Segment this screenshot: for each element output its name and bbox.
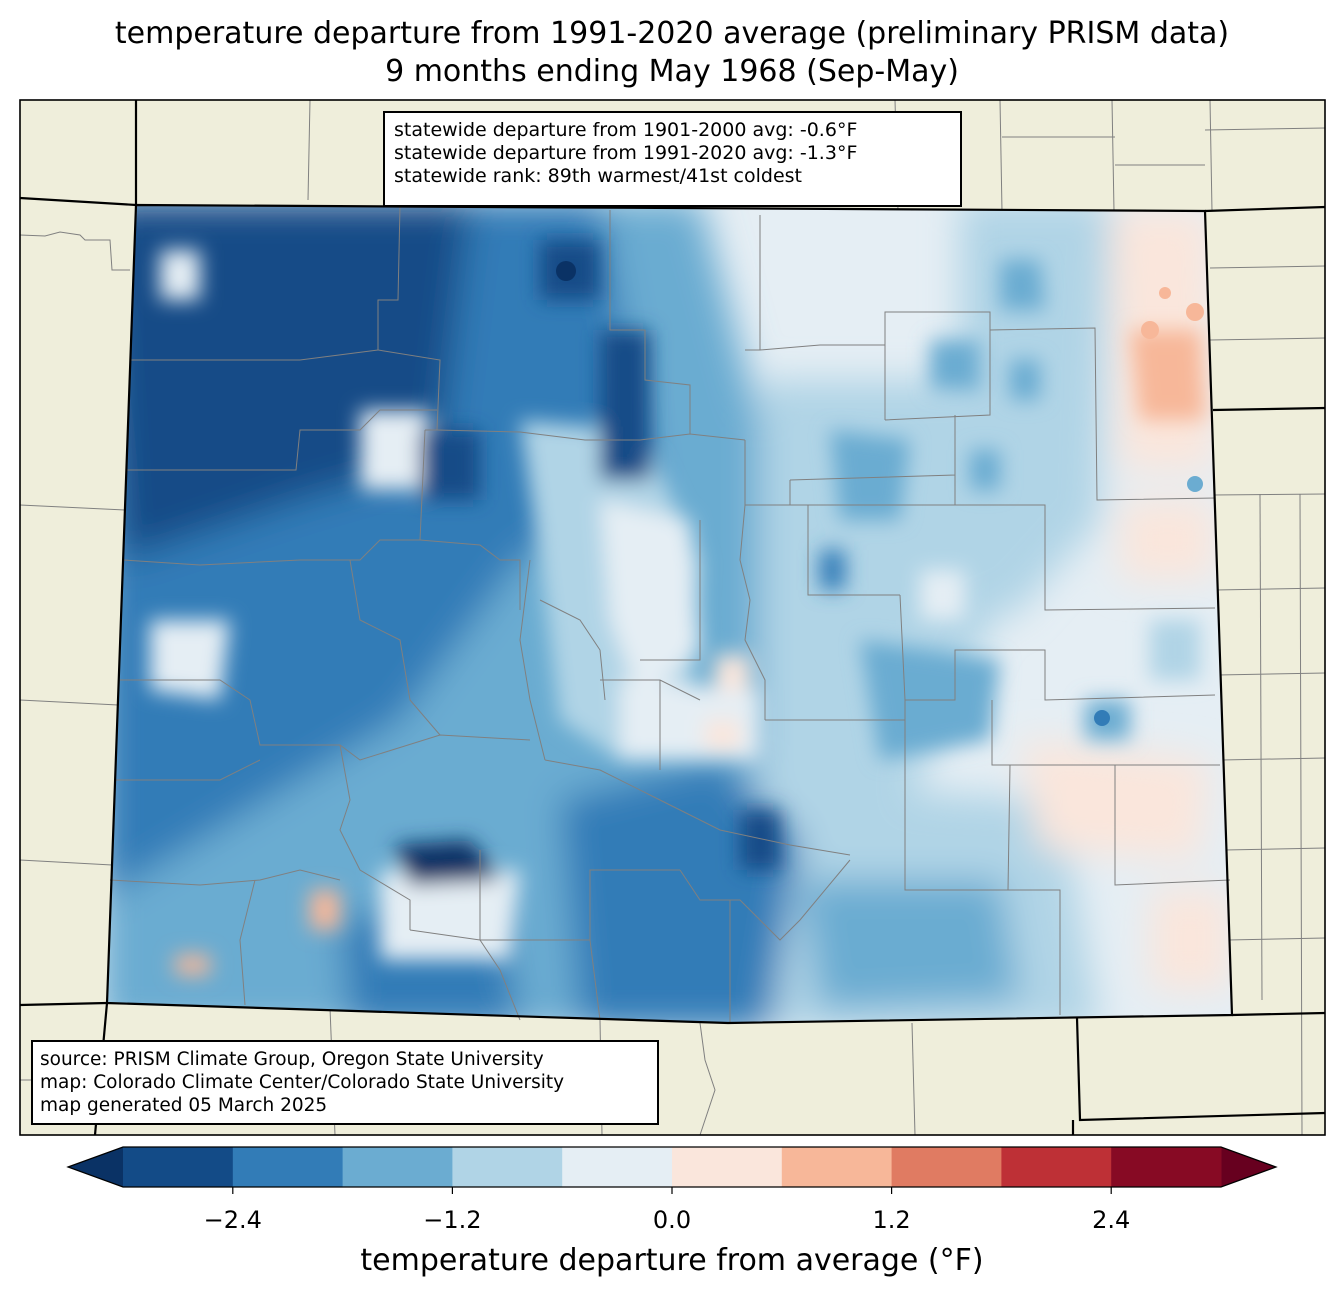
neighbor-county-lines: [20, 100, 1325, 1135]
generated-date-line: map generated 05 March 2025: [40, 1095, 328, 1116]
colorbar-segment: [1001, 1147, 1112, 1187]
colorbar-tick-label: 2.4: [1092, 1206, 1131, 1234]
map-credit-line: map: Colorado Climate Center/Colorado St…: [40, 1072, 565, 1093]
colorbar-segment: [123, 1147, 234, 1187]
colorbar-segment: [562, 1147, 673, 1187]
colorbar-segment: [232, 1147, 344, 1187]
source-box: source: PRISM Climate Group, Oregon Stat…: [31, 1040, 659, 1125]
source-line: source: PRISM Climate Group, Oregon Stat…: [40, 1049, 544, 1070]
colorbar-label: temperature departure from average (°F): [360, 1243, 984, 1278]
temperature-field: [107, 205, 1232, 1023]
colorbar-over-arrow: [1221, 1147, 1276, 1187]
statewide-stats-box: statewide departure from 1901-2000 avg: …: [383, 111, 962, 207]
colorbar-segment: [452, 1147, 563, 1187]
colorbar-tick-label: −1.2: [423, 1206, 482, 1234]
colorbar-segment: [342, 1147, 453, 1187]
stats-line-1991-2020: statewide departure from 1991-2020 avg: …: [394, 142, 858, 164]
colorbar-segment: [891, 1147, 1002, 1187]
map-title-line-2: 9 months ending May 1968 (Sep-May): [385, 54, 959, 89]
stats-line-1901-2000: statewide departure from 1901-2000 avg: …: [394, 119, 858, 141]
colorbar-under-arrow: [68, 1147, 123, 1187]
colorbar-tick-label: 0.0: [652, 1206, 692, 1234]
colorbar-tick-label: −2.4: [203, 1206, 262, 1234]
state-borders: [20, 100, 1325, 1135]
map-frame: [19, 99, 1326, 1136]
colorbar-segment: [1111, 1147, 1222, 1187]
colorbar-segment: [781, 1147, 893, 1187]
map-title-line-1: temperature departure from 1991-2020 ave…: [114, 16, 1230, 51]
county-lines: [109, 204, 1231, 1022]
colorbar-outline: [66, 1146, 1278, 1188]
stats-line-rank: statewide rank: 89th warmest/41st coldes…: [394, 165, 803, 187]
colorbar-tick-label: 1.2: [872, 1206, 911, 1234]
colorbar-segment: [672, 1147, 783, 1187]
